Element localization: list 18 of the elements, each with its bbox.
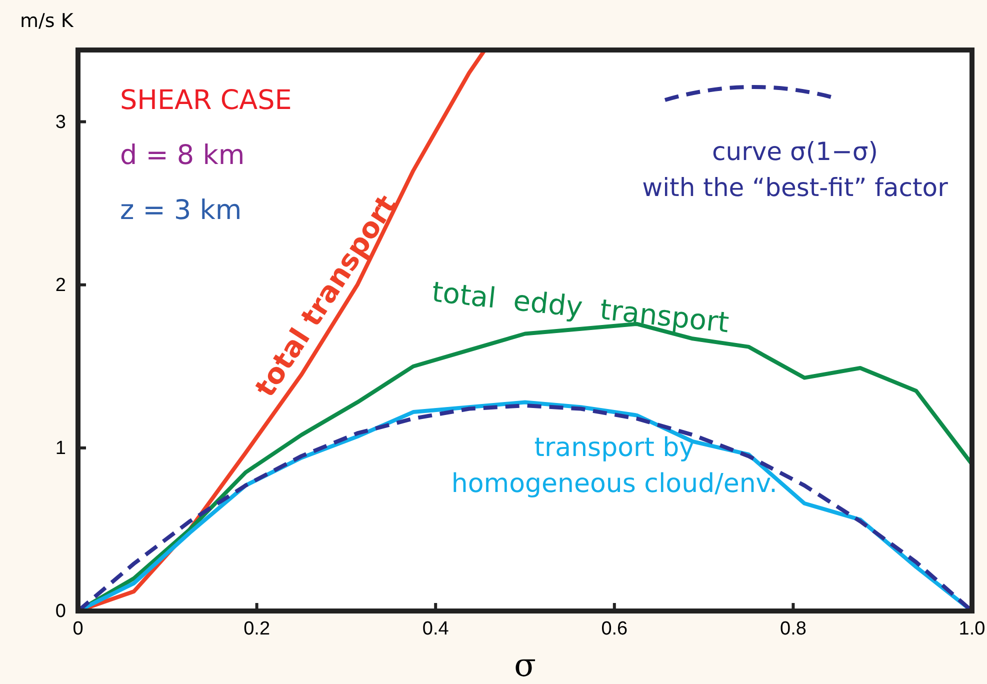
annotation: SHEAR CASE <box>120 85 292 116</box>
x-tick-label: 0.8 <box>780 618 806 640</box>
y-tick-label: 0 <box>55 601 66 622</box>
annotation: z = 3 km <box>120 195 242 226</box>
text: total eddy transport <box>430 275 731 340</box>
x-axis-title: σ <box>514 646 536 684</box>
text: curve σ(1−σ) with the “best-fit” factor <box>642 137 949 202</box>
y-tick-label: 2 <box>55 274 66 296</box>
y-tick-label: 3 <box>55 112 66 133</box>
y-tick-label: 1 <box>55 438 66 459</box>
y-axis-title: m/s K <box>20 10 74 32</box>
x-tick-label: 0.6 <box>601 618 628 640</box>
x-tick-label: 0.4 <box>422 618 450 640</box>
x-tick-label: 0 <box>72 618 84 640</box>
series-label: transport by homogeneous cloud/env. <box>451 433 778 500</box>
x-tick-label: 0.2 <box>244 618 270 640</box>
x-tick-label: 1.0 <box>958 618 986 640</box>
annotation: d = 8 km <box>120 140 245 171</box>
